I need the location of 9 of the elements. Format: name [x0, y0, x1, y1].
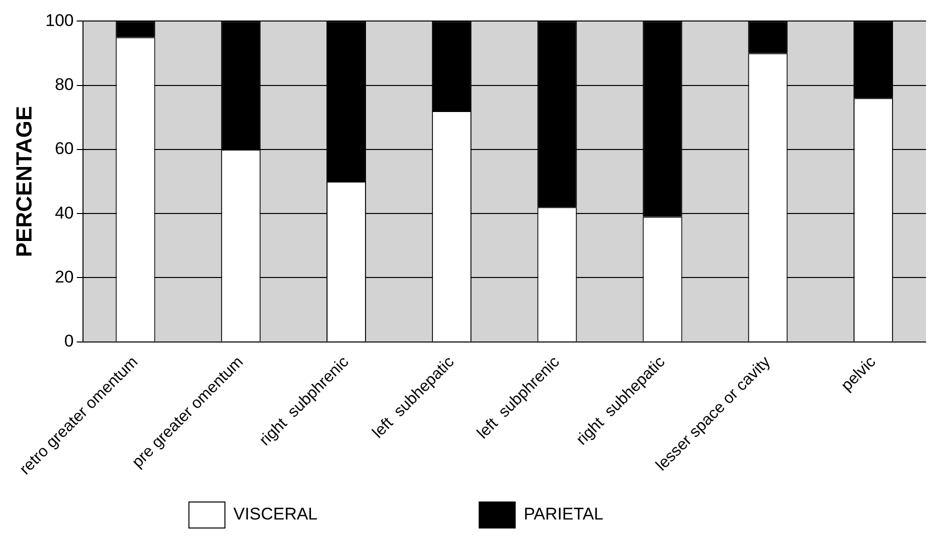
y-axis-title: PERCENTAGE — [11, 106, 36, 258]
y-tick-label: 100 — [45, 10, 74, 30]
y-tick-label: 0 — [64, 332, 74, 351]
y-tick-label: 80 — [54, 75, 74, 94]
y-tick-label: 20 — [54, 267, 74, 286]
legend-label: VISCERAL — [233, 504, 459, 524]
legend-label: PARIETAL — [524, 504, 744, 524]
y-tick-label: 60 — [54, 139, 74, 158]
y-tick-label: 40 — [54, 203, 74, 222]
